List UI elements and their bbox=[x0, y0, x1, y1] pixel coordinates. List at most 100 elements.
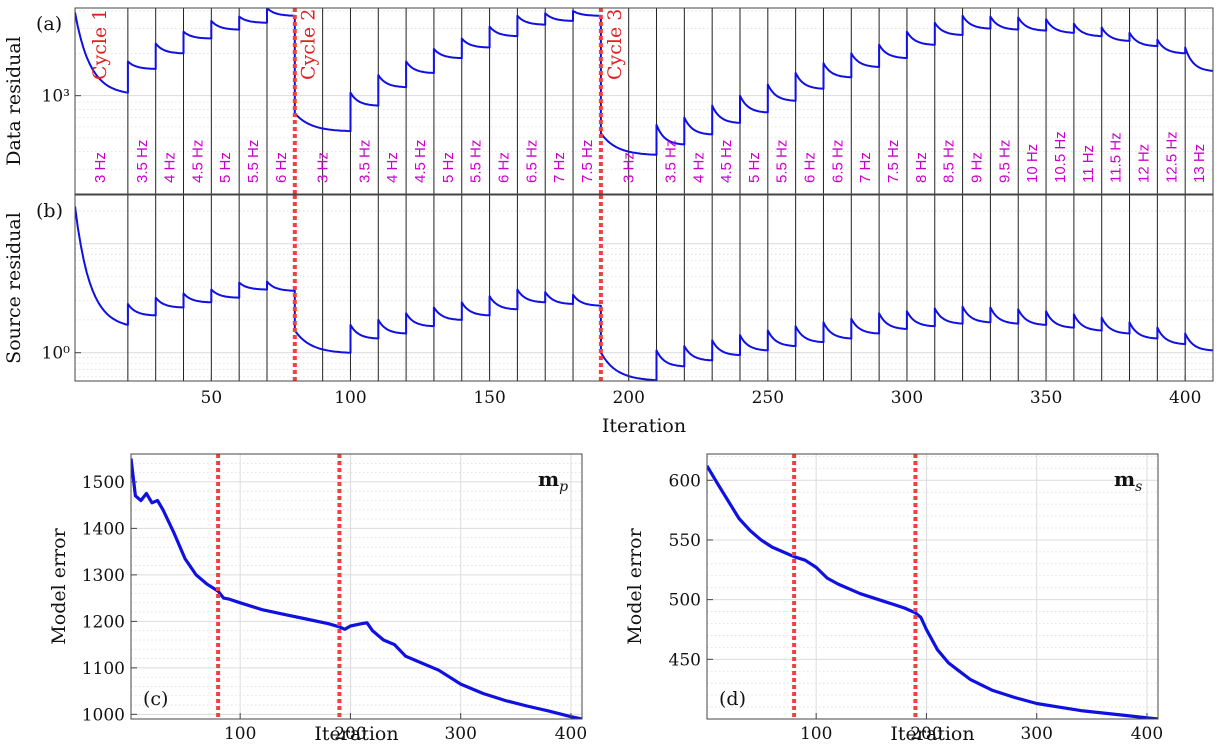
model-error-line bbox=[707, 465, 1158, 719]
y-tick-label: 1100 bbox=[82, 659, 125, 679]
x-tick-label: 300 bbox=[1020, 724, 1052, 744]
residual-series-line bbox=[75, 8, 1213, 156]
legend-subscript: s bbox=[1135, 479, 1142, 495]
grid bbox=[75, 210, 1213, 378]
panel-b: 10⁰ (b) Source residual 50 100 150 200 250 300 35… bbox=[3, 194, 1214, 437]
model-error-line bbox=[131, 458, 582, 719]
frequency-label: 8.5 Hz bbox=[941, 140, 958, 183]
x-tick-label: 200 bbox=[612, 388, 644, 408]
frequency-label: 6.5 Hz bbox=[829, 140, 846, 183]
x-tick-label: 200 bbox=[334, 724, 366, 744]
x-tick-label: 200 bbox=[910, 724, 942, 744]
y-tick-label: 10⁰ bbox=[42, 344, 71, 364]
x-tick-label: 400 bbox=[1131, 724, 1163, 744]
x-tick-label: 400 bbox=[555, 724, 587, 744]
x-tick-label: 100 bbox=[800, 724, 832, 744]
legend-subscript: p bbox=[559, 479, 568, 495]
y-tick-label: 1200 bbox=[82, 612, 125, 632]
x-tick-label: 300 bbox=[444, 724, 476, 744]
x-axis-label: Iteration bbox=[890, 723, 974, 744]
frequency-label: 10.5 Hz bbox=[1052, 131, 1069, 183]
grid bbox=[707, 454, 1158, 720]
frequency-label: 11.5 Hz bbox=[1108, 132, 1125, 183]
frequency-label: 7 Hz bbox=[551, 152, 568, 183]
y-axis-label: Model error bbox=[624, 527, 646, 644]
frequency-label: 3.5 Hz bbox=[356, 140, 373, 183]
y-tick-label: 500 bbox=[669, 591, 701, 611]
residual-series-line bbox=[75, 206, 1213, 381]
x-tick-label: 400 bbox=[1169, 388, 1201, 408]
frequency-label: 4 Hz bbox=[384, 152, 401, 183]
frequency-label: 5 Hz bbox=[217, 152, 234, 183]
frequency-label: 6 Hz bbox=[273, 152, 290, 183]
frequency-label: 3 Hz bbox=[315, 152, 332, 183]
frequency-label: 3.5 Hz bbox=[134, 140, 151, 183]
x-axis-label: Iteration bbox=[602, 415, 686, 437]
frequency-label: 6.5 Hz bbox=[523, 140, 540, 183]
y-tick-label: 550 bbox=[669, 531, 701, 551]
y-tick-label: 1000 bbox=[82, 705, 125, 725]
frequency-label: 3.5 Hz bbox=[662, 140, 679, 183]
frequency-label: 3 Hz bbox=[621, 152, 638, 183]
frequency-label: 10 Hz bbox=[1024, 144, 1041, 183]
grid bbox=[75, 10, 1213, 194]
plot-frame bbox=[130, 453, 583, 720]
panel-a: 10³ (a) Data residual 3 Hz 3.5 Hz 4 Hz 4.5 Hz 5… bbox=[3, 7, 1214, 195]
panel-d: 450 500 550 600 100 200 300 400 Model error Itera… bbox=[624, 453, 1163, 744]
cycle-label: Cycle 3 bbox=[604, 9, 626, 80]
grid bbox=[131, 453, 582, 719]
frequency-label: 3 Hz bbox=[92, 152, 109, 183]
legend-symbol: m bbox=[1114, 467, 1135, 491]
x-tick-label: 300 bbox=[891, 388, 923, 408]
y-axis-label: Source residual bbox=[3, 212, 25, 364]
panel-c: 1000 1100 1200 1300 1400 1500 100 200 300 400 Mode… bbox=[48, 453, 587, 744]
frequency-label: 4.5 Hz bbox=[412, 140, 429, 183]
x-tick-label: 150 bbox=[473, 388, 505, 408]
plot-frame bbox=[706, 453, 1159, 720]
frequency-label: 4.5 Hz bbox=[189, 140, 206, 183]
x-tick-label: 50 bbox=[201, 388, 223, 408]
frequency-label: 7.5 Hz bbox=[885, 140, 902, 183]
legend-label: mp bbox=[538, 467, 568, 495]
frequency-label: 9.5 Hz bbox=[996, 140, 1013, 183]
frequency-label: 4 Hz bbox=[690, 152, 707, 183]
legend-symbol: m bbox=[538, 467, 559, 491]
legend-label: ms bbox=[1114, 467, 1142, 495]
y-tick-label: 10³ bbox=[42, 87, 70, 107]
x-tick-label: 100 bbox=[334, 388, 366, 408]
y-tick-label: 1400 bbox=[82, 519, 125, 539]
frequency-label: 5 Hz bbox=[746, 152, 763, 183]
frequency-label: 6 Hz bbox=[802, 152, 819, 183]
frequency-label: 7 Hz bbox=[857, 152, 874, 183]
frequency-label: 9 Hz bbox=[968, 152, 985, 183]
x-tick-label: 350 bbox=[1030, 388, 1062, 408]
frequency-label: 4 Hz bbox=[162, 152, 179, 183]
frequency-label: 12 Hz bbox=[1135, 144, 1152, 183]
x-axis-label: Iteration bbox=[314, 723, 398, 744]
panel-label: (a) bbox=[36, 13, 62, 35]
cycle-label: Cycle 2 bbox=[298, 9, 320, 80]
frequency-label: 8 Hz bbox=[913, 152, 930, 183]
frequency-label: 5.5 Hz bbox=[245, 140, 262, 183]
x-tick-label: 250 bbox=[752, 388, 784, 408]
frequency-label: 4.5 Hz bbox=[718, 140, 735, 183]
frequency-boundaries bbox=[127, 8, 1186, 194]
y-tick-label: 1300 bbox=[82, 566, 125, 586]
x-tick-label: 100 bbox=[224, 724, 256, 744]
y-tick-label: 450 bbox=[669, 650, 701, 670]
y-tick-label: 600 bbox=[669, 471, 701, 491]
frequency-boundaries bbox=[127, 195, 1186, 381]
y-tick-label: 1500 bbox=[82, 473, 125, 493]
frequency-label: 5.5 Hz bbox=[468, 140, 485, 183]
plot-frame bbox=[74, 194, 1214, 382]
panel-label: (b) bbox=[36, 200, 63, 222]
cycle-label: Cycle 1 bbox=[89, 9, 111, 80]
panel-label: (c) bbox=[143, 688, 168, 710]
plot-frame bbox=[74, 7, 1214, 195]
frequency-label: 6 Hz bbox=[495, 152, 512, 183]
frequency-label: 11 Hz bbox=[1080, 145, 1097, 183]
y-axis-label: Model error bbox=[48, 527, 70, 644]
panel-label: (d) bbox=[719, 688, 746, 710]
y-axis-label: Data residual bbox=[3, 36, 25, 166]
frequency-label: 13 Hz bbox=[1191, 144, 1208, 183]
